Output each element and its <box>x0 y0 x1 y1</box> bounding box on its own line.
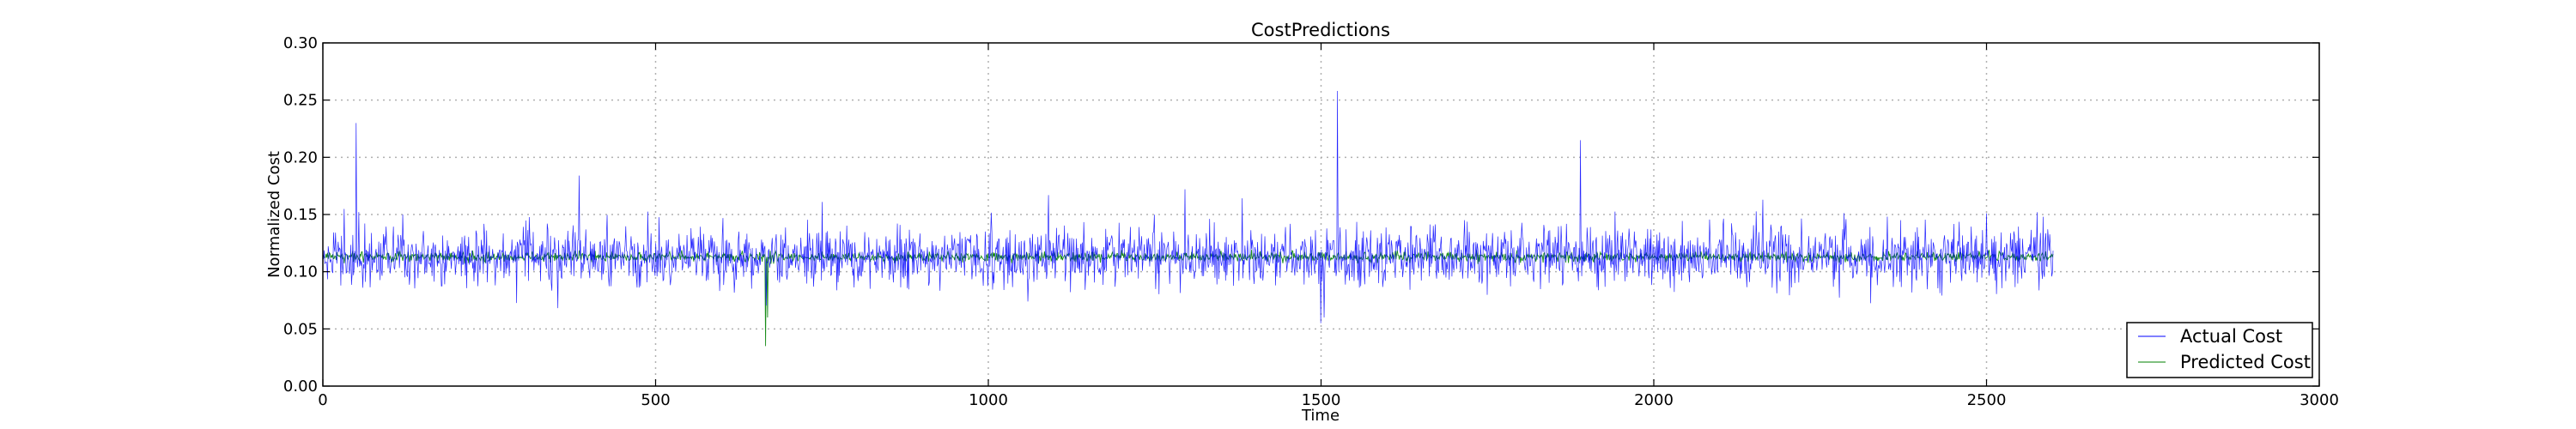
chart-title: CostPredictions <box>1251 20 1390 40</box>
x-tick-label: 2000 <box>1634 391 1674 409</box>
y-tick-label: 0.15 <box>283 206 318 224</box>
y-tick-label: 0.05 <box>283 320 318 338</box>
legend-label-actual-cost: Actual Cost <box>2180 326 2282 347</box>
legend: Actual Cost Predicted Cost <box>2126 322 2313 378</box>
x-tick-label: 1000 <box>969 391 1008 409</box>
y-tick-label: 0.25 <box>283 92 318 110</box>
y-tick-label: 0.00 <box>283 378 318 396</box>
x-tick-label: 3000 <box>2300 391 2339 409</box>
x-tick-label: 1500 <box>1302 391 1341 409</box>
axis-ticks: 0 500 1000 1500 2000 2500 3000 0.00 0.05 0.10 0.15… <box>283 34 2339 409</box>
series-actual-cost <box>322 90 2054 323</box>
y-axis-label: Normalized Cost <box>265 151 283 278</box>
grid-lines <box>323 43 2319 386</box>
y-tick-label: 0.30 <box>283 34 318 52</box>
x-tick-label: 2500 <box>1967 391 2007 409</box>
legend-box <box>2126 322 2313 378</box>
x-axis-label: Time <box>1301 407 1340 425</box>
legend-label-predicted-cost: Predicted Cost <box>2180 352 2311 372</box>
series-lines <box>322 90 2054 347</box>
x-tick-label: 500 <box>641 391 670 409</box>
x-tick-label: 0 <box>318 391 327 409</box>
series-predicted-cost <box>322 249 2054 347</box>
y-tick-label: 0.10 <box>283 263 318 281</box>
y-tick-label: 0.20 <box>283 148 318 166</box>
